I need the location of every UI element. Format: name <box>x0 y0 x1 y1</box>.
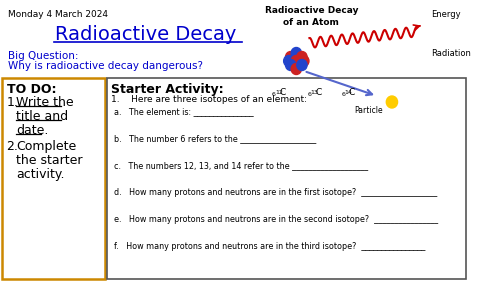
Text: f.   How many protons and neutrons are in the third isotope?  ________________: f. How many protons and neutrons are in … <box>114 242 426 251</box>
Text: e.   How many protons and neutrons are in the second isotope?  ________________: e. How many protons and neutrons are in … <box>114 215 438 224</box>
Circle shape <box>291 64 302 74</box>
Text: 14: 14 <box>344 90 352 95</box>
Text: 12: 12 <box>275 90 283 95</box>
Text: 6: 6 <box>342 92 345 97</box>
Text: 6: 6 <box>308 92 312 97</box>
Text: 13: 13 <box>311 90 318 95</box>
Text: d.   How many protons and neutrons are in the first isotope?  __________________: d. How many protons and neutrons are in … <box>114 188 438 197</box>
Text: Why is radioactive decay dangerous?: Why is radioactive decay dangerous? <box>8 61 202 71</box>
Text: Complete: Complete <box>16 140 76 153</box>
Text: Radioactive Decay: Radioactive Decay <box>54 25 236 44</box>
Text: TO DO:: TO DO: <box>6 83 56 96</box>
Text: Particle: Particle <box>354 106 383 115</box>
Text: activity.: activity. <box>16 168 64 181</box>
Text: date.: date. <box>16 124 48 137</box>
Circle shape <box>286 60 296 71</box>
Text: C: C <box>315 88 322 97</box>
Text: 1.    Here are three isotopes of an element:: 1. Here are three isotopes of an element… <box>110 95 306 104</box>
Text: title and: title and <box>16 110 68 123</box>
Circle shape <box>291 56 302 67</box>
Circle shape <box>297 51 307 62</box>
Text: Write the: Write the <box>16 96 74 109</box>
Circle shape <box>286 51 296 62</box>
Text: c.   The numbers 12, 13, and 14 refer to the ___________________: c. The numbers 12, 13, and 14 refer to t… <box>114 161 368 170</box>
Text: b.   The number 6 refers to the ___________________: b. The number 6 refers to the __________… <box>114 134 316 143</box>
Circle shape <box>298 56 309 67</box>
Text: C: C <box>349 88 355 97</box>
Text: Monday 4 March 2024: Monday 4 March 2024 <box>8 10 108 19</box>
Circle shape <box>297 60 307 71</box>
Text: the starter: the starter <box>16 154 82 167</box>
Text: C: C <box>280 88 285 97</box>
FancyBboxPatch shape <box>2 78 105 279</box>
Text: 2.: 2. <box>6 140 18 153</box>
Text: 6: 6 <box>272 92 276 97</box>
Text: 1.: 1. <box>6 96 18 109</box>
Text: a.   The element is: _______________: a. The element is: _______________ <box>114 107 254 116</box>
Circle shape <box>291 47 302 58</box>
Text: Big Question:: Big Question: <box>8 51 78 61</box>
Text: Radiation: Radiation <box>432 49 471 58</box>
Text: Energy: Energy <box>432 10 461 19</box>
Text: Starter Activity:: Starter Activity: <box>110 83 224 96</box>
FancyBboxPatch shape <box>107 78 466 279</box>
Circle shape <box>284 56 294 67</box>
Text: Radioactive Decay
of an Atom: Radioactive Decay of an Atom <box>264 6 358 27</box>
Circle shape <box>386 96 398 108</box>
